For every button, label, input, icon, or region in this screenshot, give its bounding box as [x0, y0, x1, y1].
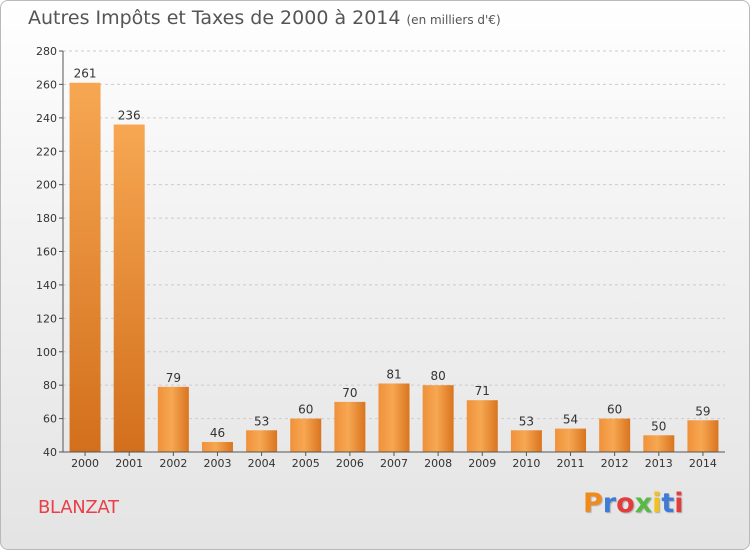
logo-letter: t [661, 488, 675, 519]
commune-name: BLANZAT [38, 497, 119, 518]
data-labels: 261 236 79 46 53 60 70 81 80 71 53 54 60 50 59 [74, 67, 711, 440]
x-tick-label: 2013 [645, 457, 673, 470]
gridlines [63, 50, 725, 420]
bar [69, 82, 101, 452]
x-tick-label: 2007 [380, 457, 408, 470]
axes: 40 60 80 100 120 140 160 180 200 220 240 260 280 2000… [36, 45, 725, 470]
data-label: 46 [210, 426, 225, 440]
bar [510, 430, 542, 452]
chart-unit-note: (en milliers d'€) [406, 13, 501, 27]
y-tick-label: 60 [43, 413, 57, 426]
data-label: 81 [386, 367, 401, 381]
bar [687, 420, 719, 452]
chart-title-text: Autres Impôts et Taxes de 2000 à 2014 [28, 7, 401, 29]
x-tick-label: 2003 [203, 457, 231, 470]
x-tick-label: 2001 [115, 457, 143, 470]
bar [466, 400, 498, 452]
x-tick-label: 2002 [159, 457, 187, 470]
data-label: 70 [342, 386, 357, 400]
y-tick-label: 180 [36, 212, 57, 225]
x-tick-label: 2014 [689, 457, 717, 470]
y-tick-label: 260 [36, 78, 57, 91]
x-tick-label: 2011 [557, 457, 585, 470]
logo-letter: P [583, 488, 603, 519]
data-label: 60 [298, 403, 313, 417]
x-tick-label: 2008 [424, 457, 452, 470]
y-tick-label: 120 [36, 312, 57, 325]
data-label: 54 [563, 413, 578, 427]
y-tick-label: 220 [36, 145, 57, 158]
logo-letter: x [634, 488, 653, 519]
logo-letter: r [602, 488, 617, 519]
bar [290, 418, 322, 452]
bar [113, 124, 145, 453]
x-tick-label: 2005 [292, 457, 320, 470]
logo-letter: o [616, 488, 635, 519]
y-tick-label: 140 [36, 279, 57, 292]
y-tick-label: 160 [36, 246, 57, 259]
data-label: 53 [519, 414, 534, 428]
logo-letter: i [674, 488, 684, 519]
x-tick-label: 2006 [336, 457, 364, 470]
data-label: 79 [166, 371, 181, 385]
bar [201, 441, 233, 452]
data-label: 71 [475, 384, 490, 398]
logo-letter: i [652, 488, 662, 519]
data-label: 50 [651, 419, 666, 433]
data-label: 236 [118, 109, 141, 123]
bar [157, 386, 189, 452]
bar [246, 430, 278, 452]
y-tick-label: 240 [36, 112, 57, 125]
bar [422, 385, 454, 452]
y-tick-label: 80 [43, 379, 57, 392]
bar [599, 418, 631, 452]
x-tick-label: 2012 [601, 457, 629, 470]
chart-title: Autres Impôts et Taxes de 2000 à 2014 (en… [28, 7, 501, 29]
data-label: 53 [254, 414, 269, 428]
x-tick-label: 2004 [248, 457, 276, 470]
bar [643, 435, 675, 452]
x-tick-label: 2000 [71, 457, 99, 470]
data-label: 80 [430, 369, 445, 383]
bar [555, 428, 587, 452]
bars [69, 82, 719, 453]
bar [378, 383, 410, 452]
data-label: 261 [74, 67, 97, 81]
y-tick-label: 100 [36, 346, 57, 359]
y-tick-label: 280 [36, 45, 57, 58]
data-label: 59 [695, 404, 710, 418]
data-label: 60 [607, 403, 622, 417]
y-tick-label: 200 [36, 179, 57, 192]
x-tick-label: 2009 [468, 457, 496, 470]
x-tick-label: 2010 [512, 457, 540, 470]
proxiti-logo: Proxiti [583, 488, 684, 519]
bar [334, 401, 366, 452]
y-tick-label: 40 [43, 446, 57, 459]
